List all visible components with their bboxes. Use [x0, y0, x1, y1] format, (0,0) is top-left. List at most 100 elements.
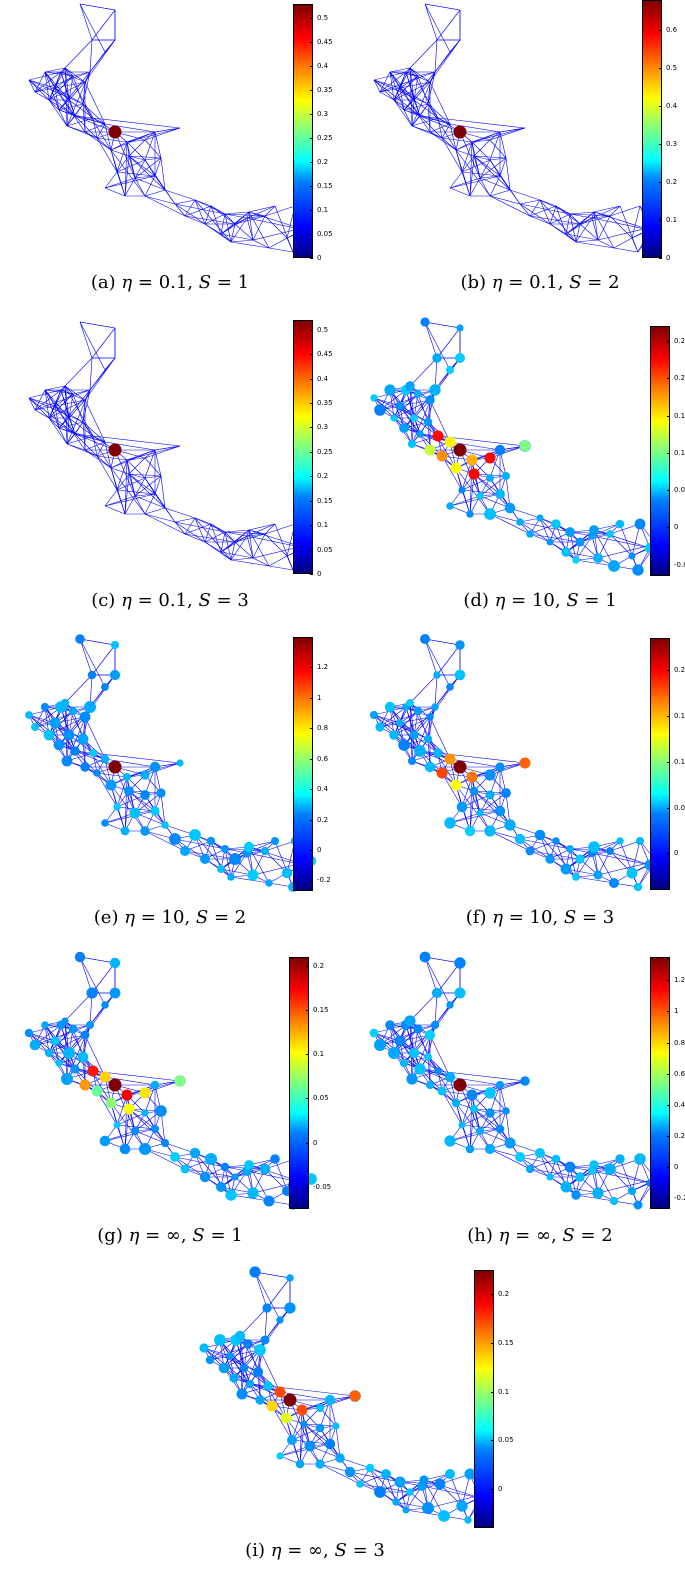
- node: [484, 1087, 496, 1099]
- colorbar: 0 0.05 0.1 0.15 0.2 0.25 0.3 0.35 0.4 0.45 0.5: [293, 320, 353, 590]
- colorbar-gradient: [650, 957, 670, 1209]
- edge: [96, 1090, 118, 1126]
- edge: [469, 776, 473, 832]
- caption-separator: ,: [184, 907, 196, 928]
- node: [49, 717, 61, 729]
- edge: [409, 39, 438, 69]
- edge: [124, 776, 128, 832]
- node: [520, 1076, 530, 1086]
- edge: [230, 223, 236, 243]
- edge: [48, 87, 56, 101]
- node: [504, 819, 516, 831]
- edge: [194, 517, 206, 543]
- colorbar-tick-mark: [310, 451, 313, 453]
- edge: [54, 81, 86, 89]
- edge: [54, 405, 84, 423]
- edge: [429, 71, 436, 83]
- edge: [593, 846, 615, 884]
- node: [430, 1020, 440, 1030]
- edge: [144, 475, 162, 479]
- edge: [220, 529, 250, 553]
- colorbar-tick-mark: [667, 490, 670, 492]
- colorbar-tick-mark: [659, 220, 662, 222]
- caption-separator: ,: [187, 590, 199, 611]
- edge: [246, 211, 250, 219]
- edge: [184, 199, 196, 217]
- edge: [230, 535, 248, 561]
- edge: [299, 1423, 305, 1465]
- node: [119, 1143, 131, 1155]
- source-node: [453, 125, 467, 139]
- colorbar-gradient: [289, 957, 309, 1209]
- node: [406, 1073, 418, 1085]
- edge: [441, 137, 473, 143]
- edge: [609, 205, 621, 217]
- edge: [114, 131, 136, 179]
- colorbar-tick-label: 0.2: [498, 1290, 510, 1299]
- caption-s-symbol: S: [198, 272, 212, 293]
- node: [150, 806, 160, 816]
- edge: [84, 441, 106, 451]
- node: [252, 1366, 264, 1378]
- colorbar-tick-mark: [667, 564, 670, 566]
- node: [464, 1516, 472, 1524]
- edge: [79, 321, 116, 329]
- edge: [144, 507, 166, 515]
- edge: [184, 850, 236, 860]
- edge: [449, 441, 501, 451]
- node: [608, 560, 620, 572]
- edge: [246, 205, 276, 219]
- colorbar-tick-mark: [310, 880, 313, 882]
- edge: [424, 3, 438, 41]
- edge: [413, 99, 421, 117]
- edge: [254, 1271, 268, 1309]
- edge: [116, 489, 156, 495]
- edge: [499, 127, 526, 133]
- node: [75, 634, 85, 644]
- caption-eta-symbol: η: [491, 272, 503, 293]
- edge: [224, 848, 232, 878]
- caption-equals: =: [210, 590, 238, 611]
- edge: [124, 1094, 128, 1150]
- edge: [54, 399, 86, 407]
- node: [349, 1390, 361, 1402]
- edge: [44, 389, 76, 435]
- node: [466, 1089, 478, 1101]
- node: [458, 486, 466, 494]
- node: [606, 847, 614, 855]
- colorbar-tick-label: 0.5: [317, 14, 329, 23]
- edge: [128, 1108, 166, 1144]
- edge: [84, 81, 106, 125]
- network-graph: [25, 634, 317, 892]
- edge: [82, 389, 91, 423]
- edge: [144, 195, 186, 217]
- edge: [264, 523, 276, 535]
- colorbar-tick-mark: [667, 1135, 670, 1137]
- nodes: [369, 634, 661, 892]
- edge: [64, 674, 93, 704]
- node: [304, 1440, 316, 1452]
- edge: [389, 1024, 421, 1070]
- edge: [89, 1004, 106, 1026]
- node: [227, 873, 235, 881]
- colorbar-tick-mark: [310, 697, 313, 699]
- node: [205, 1153, 217, 1165]
- edge: [128, 155, 146, 161]
- node: [455, 353, 465, 363]
- edge: [82, 421, 106, 443]
- node: [221, 845, 229, 853]
- edge: [593, 529, 615, 567]
- node: [392, 1498, 400, 1506]
- node: [434, 1067, 442, 1075]
- edge: [144, 175, 156, 197]
- colorbar-tick-label: 0.1: [666, 216, 678, 225]
- node: [200, 854, 210, 864]
- edge: [104, 1128, 156, 1142]
- edge: [565, 217, 593, 235]
- edge: [597, 239, 615, 249]
- caption-separator: ,: [557, 272, 570, 293]
- edge: [529, 215, 581, 225]
- node: [446, 366, 454, 374]
- edge: [110, 149, 130, 157]
- caption-s-value: 1: [237, 272, 250, 293]
